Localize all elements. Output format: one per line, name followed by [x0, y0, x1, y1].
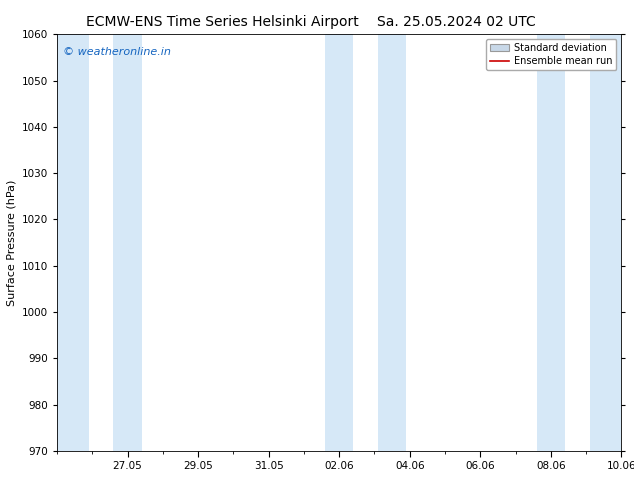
Legend: Standard deviation, Ensemble mean run: Standard deviation, Ensemble mean run [486, 39, 616, 70]
Text: © weatheronline.in: © weatheronline.in [63, 47, 171, 57]
Text: Sa. 25.05.2024 02 UTC: Sa. 25.05.2024 02 UTC [377, 15, 536, 29]
Bar [590, 34, 621, 451]
Bar [113, 34, 141, 451]
Y-axis label: Surface Pressure (hPa): Surface Pressure (hPa) [6, 179, 16, 306]
Bar [536, 34, 565, 451]
Bar [57, 34, 89, 451]
Bar [378, 34, 406, 451]
Bar [325, 34, 353, 451]
Text: ECMW-ENS Time Series Helsinki Airport: ECMW-ENS Time Series Helsinki Airport [86, 15, 358, 29]
